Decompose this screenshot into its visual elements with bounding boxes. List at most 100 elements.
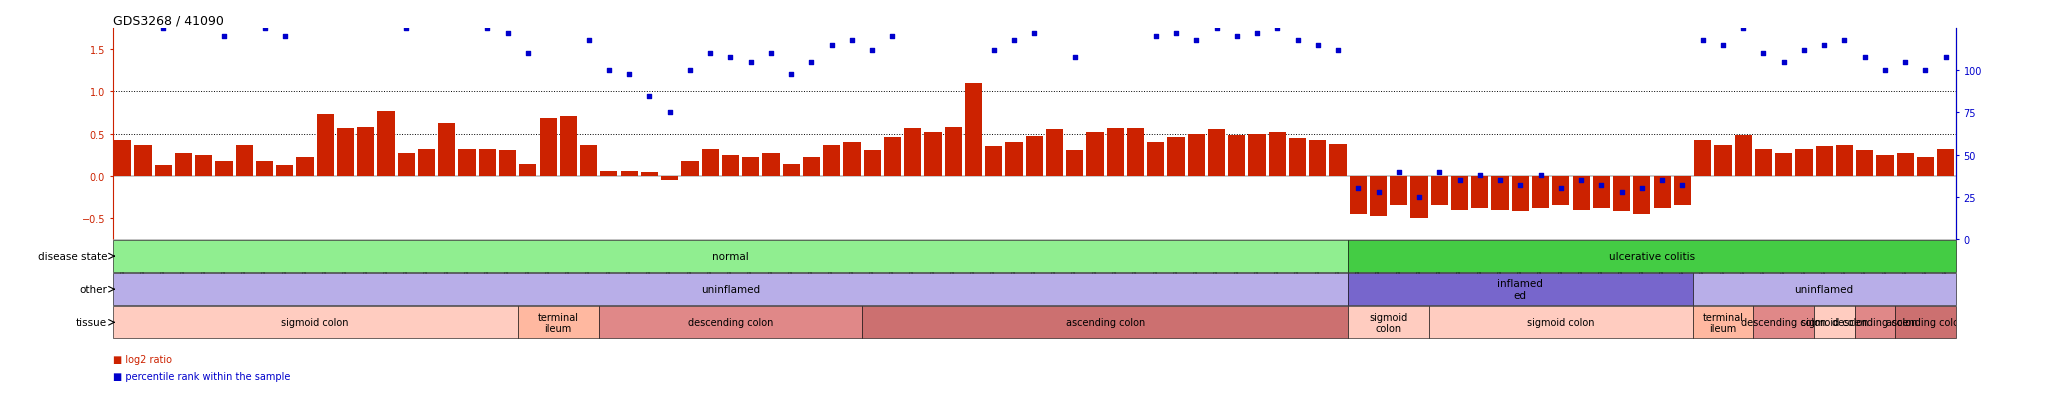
Bar [1634, 176, 1651, 214]
Bar [1006, 142, 1022, 176]
Point [1180, 38, 1212, 44]
Bar [1573, 176, 1589, 210]
Bar [1776, 154, 1792, 176]
Bar [944, 128, 963, 176]
Text: inflamed
ed: inflamed ed [1497, 279, 1544, 300]
Bar [903, 128, 922, 176]
Bar [397, 154, 416, 176]
Point [1059, 54, 1092, 61]
Point [553, 4, 586, 10]
Point [633, 93, 666, 100]
Point [1606, 189, 1638, 196]
Point [289, 21, 322, 27]
Bar [1391, 176, 1407, 206]
Point [471, 26, 504, 32]
Text: ■ percentile rank within the sample: ■ percentile rank within the sample [113, 371, 291, 381]
Point [1626, 186, 1659, 192]
Text: other: other [80, 285, 106, 294]
Bar [438, 124, 455, 176]
Point [694, 51, 727, 57]
Text: GDS3268 / 41090: GDS3268 / 41090 [113, 15, 223, 28]
Bar [1815, 306, 1855, 339]
Bar [215, 161, 233, 176]
Bar [1329, 144, 1348, 176]
Bar [115, 141, 131, 176]
Point [735, 59, 768, 66]
Bar [479, 150, 496, 176]
Point [227, 9, 260, 15]
Bar [276, 165, 293, 176]
Point [268, 34, 301, 40]
Bar [1855, 151, 1874, 176]
Point [1929, 54, 1962, 61]
Point [1686, 38, 1718, 44]
Point [1079, 21, 1112, 27]
Bar [1229, 136, 1245, 176]
Point [977, 47, 1010, 54]
Point [1221, 34, 1253, 40]
Point [1262, 26, 1294, 32]
Bar [1511, 176, 1530, 212]
Point [350, 0, 383, 7]
Point [715, 54, 748, 61]
Point [330, 4, 362, 10]
Point [1139, 34, 1171, 40]
Bar [844, 142, 860, 176]
Point [492, 31, 524, 37]
Bar [1370, 176, 1386, 217]
Point [1362, 189, 1395, 196]
Bar [782, 164, 801, 176]
Bar [1735, 136, 1751, 176]
Bar [1470, 176, 1489, 209]
Point [1524, 172, 1556, 179]
Text: descending colon: descending colon [1833, 318, 1917, 328]
Bar [236, 145, 252, 176]
Text: uninflamed: uninflamed [700, 285, 760, 294]
Bar [1937, 150, 1954, 176]
Point [188, 17, 221, 24]
Point [168, 14, 201, 20]
Bar [965, 84, 983, 176]
Bar [985, 147, 1001, 176]
Point [1909, 68, 1942, 74]
Bar [1532, 176, 1548, 209]
Bar [1753, 306, 1815, 339]
Point [653, 110, 686, 116]
Bar [600, 171, 618, 176]
Point [1038, 17, 1071, 24]
Bar [924, 133, 942, 176]
Bar [1692, 273, 1956, 306]
Bar [1653, 176, 1671, 209]
Bar [1167, 138, 1184, 176]
Bar [1126, 128, 1145, 176]
Point [106, 4, 139, 10]
Bar [741, 158, 760, 176]
Text: descending colon: descending colon [1741, 318, 1827, 328]
Point [1100, 14, 1133, 20]
Point [1382, 169, 1415, 176]
Point [1300, 43, 1333, 49]
Point [1118, 17, 1151, 24]
Bar [598, 306, 862, 339]
Point [571, 38, 604, 44]
Bar [580, 146, 598, 176]
Point [1788, 47, 1821, 54]
Point [248, 26, 281, 32]
Bar [338, 128, 354, 176]
Point [207, 34, 240, 40]
Point [877, 34, 909, 40]
Bar [1026, 137, 1042, 176]
Point [754, 51, 786, 57]
Text: ulcerative colitis: ulcerative colitis [1610, 252, 1696, 261]
Bar [174, 154, 193, 176]
Bar [1673, 176, 1692, 206]
Point [836, 38, 868, 44]
Point [1423, 169, 1456, 176]
Bar [1348, 240, 1956, 273]
Text: terminal
ileum: terminal ileum [1702, 312, 1743, 333]
Text: descending colon: descending colon [688, 318, 772, 328]
Point [1444, 177, 1477, 184]
Bar [297, 158, 313, 176]
Point [1565, 177, 1597, 184]
Point [430, 0, 463, 7]
